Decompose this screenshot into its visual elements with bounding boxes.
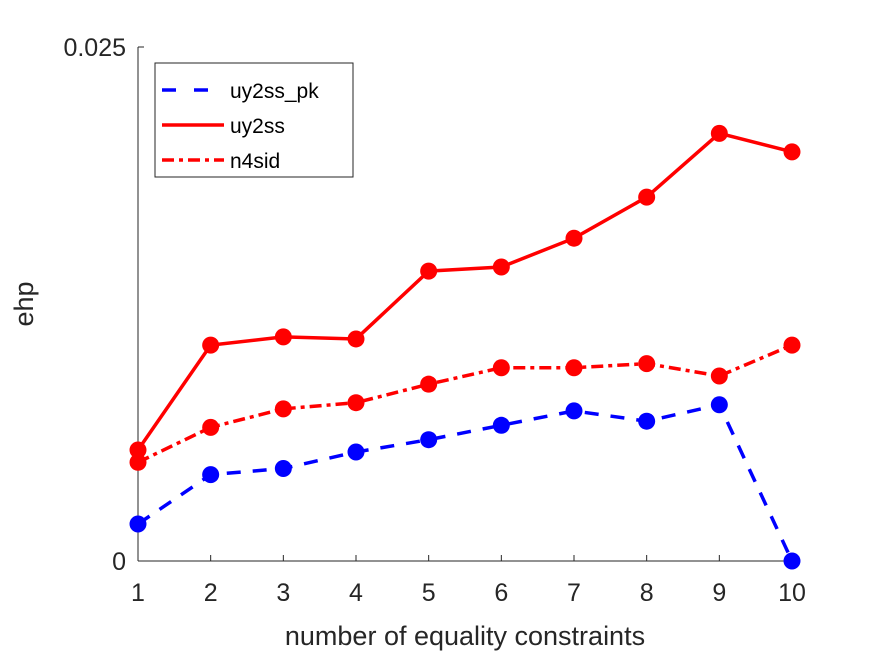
- x-tick-label: 2: [204, 579, 218, 607]
- data-point: [783, 552, 801, 570]
- y-tick-label: 0.025: [63, 34, 126, 62]
- legend-label: uy2ss: [230, 115, 285, 138]
- data-point: [274, 328, 292, 346]
- data-point: [129, 515, 147, 533]
- x-tick-label: 10: [778, 579, 806, 607]
- x-tick-label: 1: [131, 579, 145, 607]
- series-uy2ss: [129, 124, 801, 459]
- series-n4sid: [129, 336, 801, 471]
- data-point: [347, 443, 365, 461]
- data-point: [710, 124, 728, 142]
- data-point: [783, 336, 801, 354]
- data-point: [274, 400, 292, 418]
- data-point: [783, 143, 801, 161]
- data-point: [492, 359, 510, 377]
- x-axis-label: number of equality constraints: [285, 621, 645, 651]
- legend-label: n4sid: [230, 150, 280, 173]
- data-point: [347, 394, 365, 412]
- data-point: [710, 396, 728, 414]
- data-point: [129, 453, 147, 471]
- axes: 1 2 3 4 5 6 7 8 9 10 0 0.025: [63, 34, 805, 607]
- series-uy2ss_pk: [129, 396, 801, 570]
- y-tick-label: 0: [112, 548, 126, 576]
- x-tick-label: 5: [422, 579, 436, 607]
- data-point: [129, 441, 147, 459]
- series-line: [137, 402, 794, 562]
- data-point: [638, 355, 656, 373]
- data-point: [492, 258, 510, 276]
- data-point: [202, 418, 220, 436]
- x-tick-label: 6: [494, 579, 508, 607]
- x-tick-label: 4: [349, 579, 363, 607]
- data-point: [565, 229, 583, 247]
- data-point: [202, 466, 220, 484]
- series-line: [136, 131, 793, 451]
- y-axis-label: ehp: [9, 281, 39, 326]
- legend-box: [154, 62, 354, 178]
- legend: uy2ss_pk uy2ss n4sid: [154, 62, 354, 178]
- data-point: [420, 375, 438, 393]
- data-point: [347, 330, 365, 348]
- data-point: [638, 412, 656, 430]
- legend-label: uy2ss_pk: [230, 80, 319, 103]
- data-point: [420, 262, 438, 280]
- data-point: [420, 431, 438, 449]
- x-tick-label: 7: [567, 579, 581, 607]
- series-group: [129, 124, 801, 570]
- data-point: [274, 459, 292, 477]
- data-point: [638, 188, 656, 206]
- data-point: [202, 336, 220, 354]
- data-point: [565, 359, 583, 377]
- x-tick-label: 9: [712, 579, 726, 607]
- series-line: [137, 343, 793, 464]
- x-tick-label: 3: [276, 579, 290, 607]
- data-point: [565, 402, 583, 420]
- data-point: [710, 367, 728, 385]
- data-point: [492, 416, 510, 434]
- x-tick-label: 8: [640, 579, 654, 607]
